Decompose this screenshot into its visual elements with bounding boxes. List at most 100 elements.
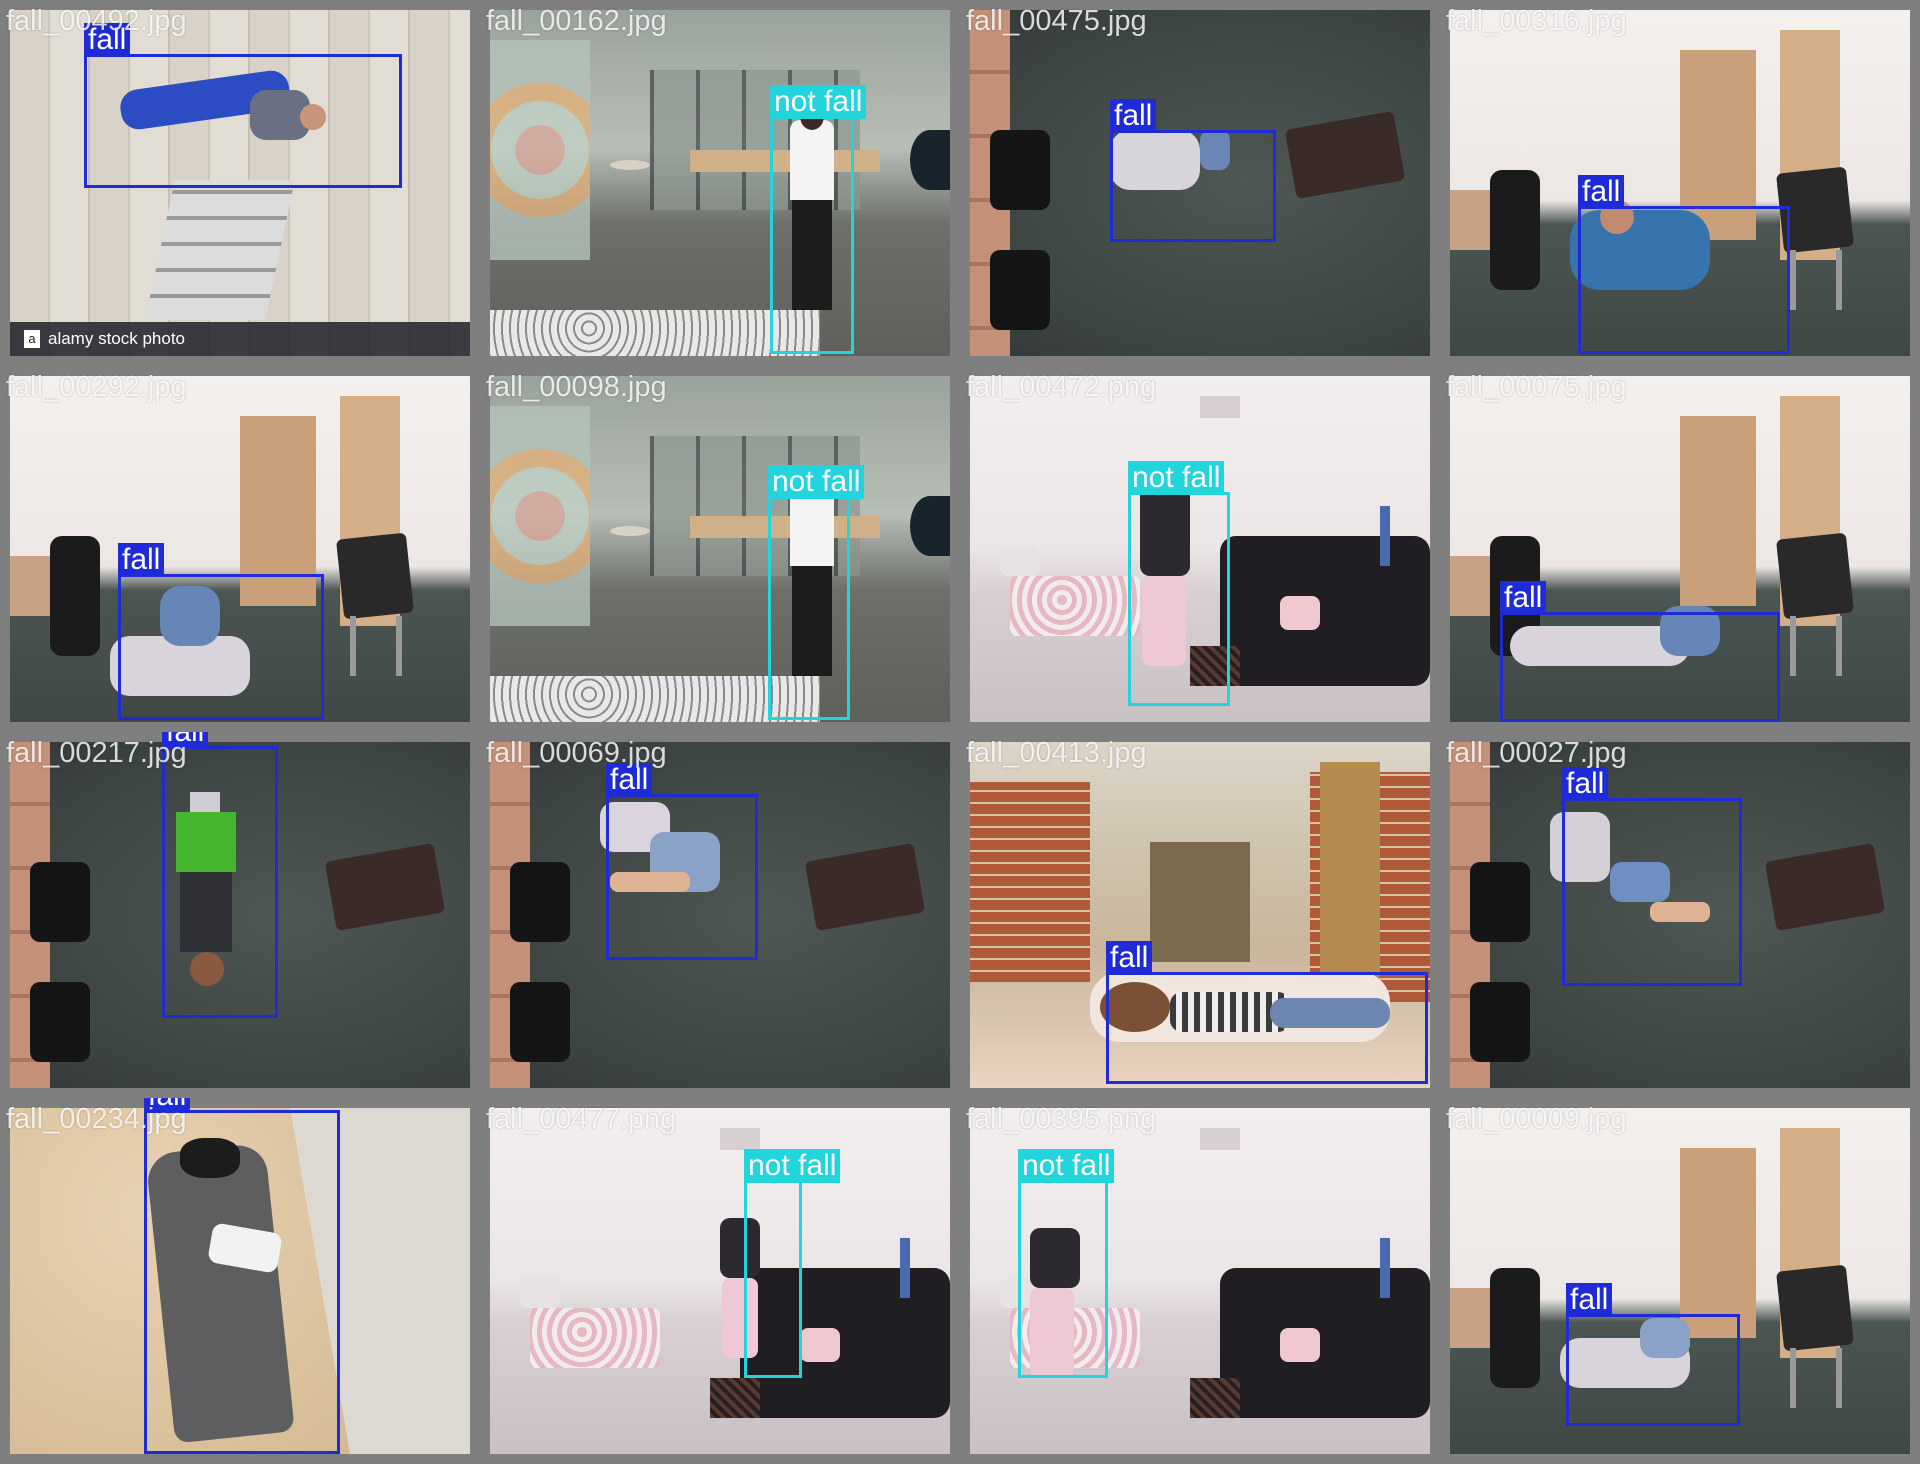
- detection-box-not-fall: not fall: [1128, 461, 1230, 706]
- scene-shape: [1680, 416, 1756, 606]
- photo-room: [1450, 10, 1910, 356]
- scene-shape: [1470, 982, 1530, 1062]
- image-filename: fall_00475.jpg: [966, 5, 1147, 37]
- detection-label: fall: [606, 763, 653, 797]
- detection-box-not-fall: not fall: [768, 465, 865, 720]
- photo-topdown: [10, 742, 470, 1088]
- photo-office: [490, 10, 950, 356]
- detection-label: not fall: [744, 1149, 841, 1183]
- scene-shape: [324, 842, 446, 932]
- detection-box-fall: fall: [1110, 99, 1276, 242]
- scene-shape: [1380, 1238, 1390, 1298]
- detection-box-fall: fall: [162, 732, 278, 1018]
- scene-shape: [1190, 1378, 1240, 1418]
- scene-shape: [1764, 842, 1886, 932]
- scene-shape: [180, 872, 232, 952]
- scene-shape: [350, 616, 356, 676]
- image-filename: fall_00027.jpg: [1446, 737, 1627, 769]
- scene-shape: [1284, 110, 1406, 200]
- photo-living: [490, 1108, 950, 1454]
- detection-box-fall: fall: [1106, 941, 1428, 1084]
- image-tile: fall_00009.jpg fall: [1440, 1098, 1920, 1464]
- scene-shape: [720, 1218, 760, 1278]
- scene-shape: [1790, 250, 1796, 310]
- photo-topdown: [1450, 742, 1910, 1088]
- detection-label: not fall: [770, 85, 867, 119]
- scene-shape: [970, 782, 1090, 982]
- stock-watermark: a alamy stock photo: [10, 322, 470, 356]
- scene-shape: [530, 1308, 660, 1368]
- photo-room: [10, 376, 470, 722]
- detection-label: fall: [162, 732, 209, 749]
- scene-shape: [910, 130, 950, 190]
- detection-box-fall: fall: [606, 763, 758, 960]
- scene-shape: [396, 616, 402, 676]
- photo-office: [490, 376, 950, 722]
- detection-label: fall: [1578, 175, 1625, 209]
- detection-box-fall: fall: [144, 1098, 340, 1454]
- scene-shape: [180, 1138, 240, 1178]
- scene-shape: [510, 982, 570, 1062]
- scene-shape: [910, 496, 950, 556]
- scene-shape: [1150, 842, 1250, 962]
- scene-shape: [1490, 170, 1540, 290]
- image-tile: fall_00316.jpg fall: [1440, 0, 1920, 366]
- scene-shape: [490, 406, 590, 626]
- image-filename: fall_00395.png: [966, 1103, 1157, 1135]
- scene-shape: [1100, 982, 1170, 1032]
- photo-topdown: [490, 742, 950, 1088]
- scene-shape: [50, 536, 100, 656]
- scene-shape: [336, 532, 414, 620]
- scene-shape: [1610, 862, 1670, 902]
- scene-shape: [804, 842, 926, 932]
- detection-box-fall: fall: [1500, 581, 1780, 722]
- detection-box-not-fall: not fall: [770, 85, 867, 354]
- scene-shape: [190, 952, 224, 986]
- scene-shape: [1836, 616, 1842, 676]
- scene-shape: [800, 1328, 840, 1362]
- scene-shape: [1320, 762, 1380, 982]
- scene-shape: [1030, 1288, 1074, 1378]
- detection-label: fall: [1110, 99, 1157, 133]
- image-tile: fall_00292.jpg fall: [0, 366, 480, 732]
- image-filename: fall_00075.jpg: [1446, 371, 1627, 403]
- scene-shape: [1836, 1348, 1842, 1408]
- image-filename: fall_00162.jpg: [486, 5, 667, 37]
- image-filename: fall_00413.jpg: [966, 737, 1147, 769]
- scene-shape: [1836, 250, 1842, 310]
- scene-shape: [1790, 1348, 1796, 1408]
- scene-shape: [610, 872, 690, 892]
- detection-label: not fall: [1018, 1149, 1115, 1183]
- scene-shape: [610, 526, 650, 536]
- scene-shape: [1140, 486, 1190, 576]
- scene-shape: [145, 180, 295, 320]
- image-filename: fall_00477.png: [486, 1103, 677, 1135]
- image-tile: fall_00098.jpg not fall: [480, 366, 960, 732]
- detection-label: fall: [1562, 767, 1609, 801]
- photo-hallway: [970, 742, 1430, 1088]
- image-tile: a alamy stock photo fall_00492.jpg fall: [0, 0, 480, 366]
- scene-shape: [1280, 596, 1320, 630]
- scene-shape: [1190, 646, 1240, 686]
- scene-shape: [740, 1268, 950, 1418]
- photo-floor: [10, 1108, 470, 1454]
- detection-box-fall: fall: [84, 23, 402, 188]
- alamy-logo-icon: a: [24, 330, 40, 348]
- detection-label: fall: [84, 23, 131, 57]
- scene-shape: [30, 862, 90, 942]
- detection-label: fall: [1566, 1283, 1613, 1317]
- scene-shape: [490, 676, 820, 722]
- scene-shape: [990, 130, 1050, 210]
- detection-label: fall: [1106, 941, 1153, 975]
- image-filename: fall_00069.jpg: [486, 737, 667, 769]
- scene-shape: [490, 310, 820, 356]
- detection-box-not-fall: not fall: [1018, 1149, 1115, 1378]
- scene-shape: [1220, 1268, 1430, 1418]
- detection-box-fall: fall: [118, 543, 324, 720]
